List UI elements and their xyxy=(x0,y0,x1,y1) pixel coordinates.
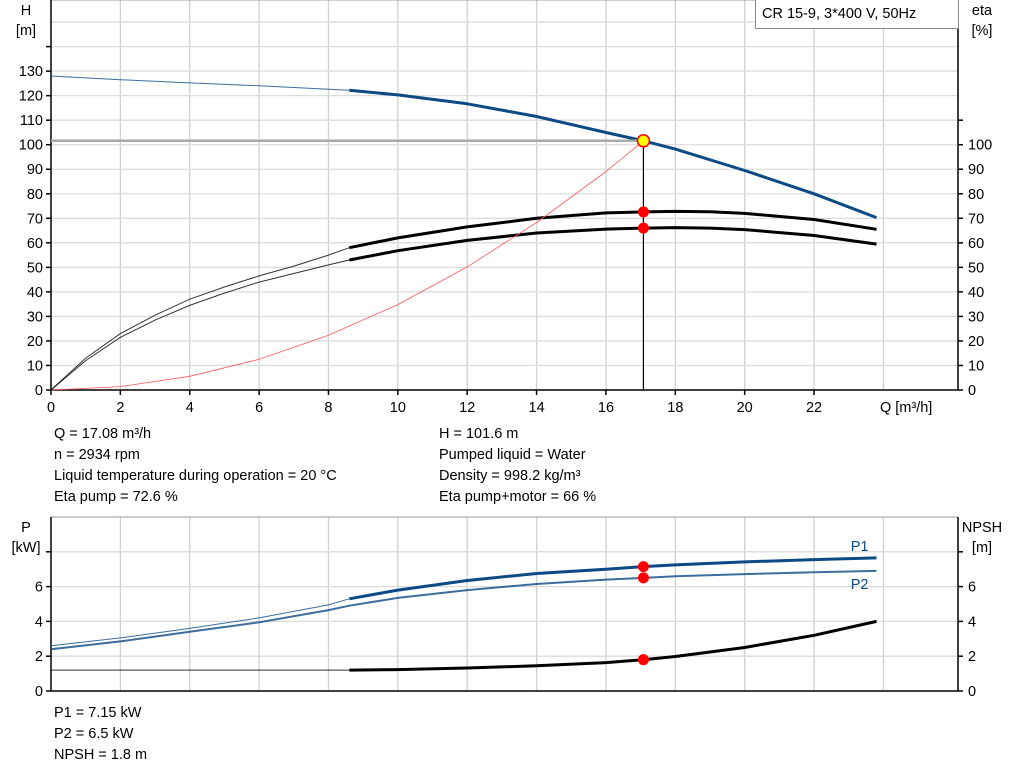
y-tick-label-left: 60 xyxy=(27,236,43,252)
y-tick-label-left: 10 xyxy=(27,358,43,374)
x-tick-label: 18 xyxy=(667,400,683,416)
x-tick-label: 14 xyxy=(529,400,545,416)
curve-P2-thin xyxy=(50,569,877,651)
point-NPSH xyxy=(637,654,649,666)
y-tick-label-left: 0 xyxy=(35,383,43,399)
info-top-left: Q = 17.08 m³/h n = 2934 rpm Liquid tempe… xyxy=(54,424,337,508)
y-tick-label-right: 0 xyxy=(968,383,976,399)
x-tick-label: 8 xyxy=(324,400,332,416)
info-eta-pump: Eta pump = 72.6 % xyxy=(54,489,178,505)
info-n: n = 2934 rpm xyxy=(54,447,140,463)
curve-eta_pump-thin xyxy=(50,247,350,391)
curve-P1-thin xyxy=(50,598,350,647)
x-tick-label: 6 xyxy=(255,400,263,416)
x-tick-label: 12 xyxy=(459,400,475,416)
y-tick-label-right: 0 xyxy=(968,684,976,700)
curve-NPSH xyxy=(349,619,877,672)
y-tick-label-right: 30 xyxy=(968,309,984,325)
y-tick-label-left: 90 xyxy=(27,162,43,178)
y-tick-label-left: 40 xyxy=(27,285,43,301)
x-tick-label: 2 xyxy=(116,400,124,416)
y-tick-label-left: 2 xyxy=(35,649,43,665)
curve-eta_total-thin xyxy=(50,259,350,391)
eta-pump-point xyxy=(637,206,649,218)
y-tick-label-left: 110 xyxy=(20,113,43,129)
info-p2: P2 = 6.5 kW xyxy=(54,726,134,742)
info-top-right: H = 101.6 m Pumped liquid = Water Densit… xyxy=(439,424,596,508)
x-axis-label: Q [m³/h] xyxy=(880,400,932,416)
y-tick-label-left: 6 xyxy=(35,580,43,596)
y-tick-label-right: 90 xyxy=(968,162,984,178)
y-tick-label-left: 4 xyxy=(35,614,43,630)
y-tick-label-right: 2 xyxy=(968,649,976,665)
y-tick-label-left: 80 xyxy=(27,187,43,203)
y-tick-label-left: 50 xyxy=(27,260,43,276)
y-axis-name-right: eta xyxy=(972,3,993,19)
series-label-P2: P2 xyxy=(851,577,869,593)
info-temp: Liquid temperature during operation = 20… xyxy=(54,468,337,484)
x-tick-label: 0 xyxy=(47,400,55,416)
y-tick-label-left: 70 xyxy=(27,211,43,227)
info-liquid: Pumped liquid = Water xyxy=(439,447,586,463)
y-tick-label-left: 120 xyxy=(19,89,43,105)
point-P1 xyxy=(637,561,649,573)
info-q: Q = 17.08 m³/h xyxy=(54,426,152,442)
y-axis-name-left: P xyxy=(21,520,31,536)
y-tick-label-left: 20 xyxy=(27,334,43,350)
info-npsh: NPSH = 1.8 m xyxy=(54,747,148,763)
y-tick-label-left: 30 xyxy=(27,309,43,325)
curve-H-thin xyxy=(50,75,350,91)
y-tick-label-left: 0 xyxy=(35,684,43,700)
x-tick-label: 22 xyxy=(806,400,822,416)
y-tick-label-right: 4 xyxy=(968,614,976,630)
y-tick-label-right: 60 xyxy=(968,236,984,252)
y-axis-unit-right: [%] xyxy=(972,23,993,39)
curve-P1 xyxy=(349,556,877,601)
y-tick-label-right: 100 xyxy=(968,138,992,154)
y-tick-label-left: 130 xyxy=(19,64,43,80)
x-tick-label: 20 xyxy=(737,400,753,416)
info-p1: P1 = 7.15 kW xyxy=(54,705,142,721)
x-tick-label: 4 xyxy=(186,400,194,416)
y-axis-unit-right: [m] xyxy=(972,540,992,556)
x-tick-label: 10 xyxy=(390,400,406,416)
pump-model-label: CR 15-9, 3*400 V, 50Hz xyxy=(755,0,959,29)
point-P2 xyxy=(637,572,649,584)
y-tick-label-right: 80 xyxy=(968,187,984,203)
info-density: Density = 998.2 kg/m³ xyxy=(439,468,581,484)
info-eta-total: Eta pump+motor = 66 % xyxy=(439,489,597,505)
y-axis-name-right: NPSH xyxy=(962,520,1002,536)
y-tick-label-right: 50 xyxy=(968,260,984,276)
duty-point xyxy=(636,134,651,148)
info-h: H = 101.6 m xyxy=(439,426,519,442)
y-tick-label-right: 6 xyxy=(968,580,976,596)
y-axis-name-left: H xyxy=(21,3,31,19)
y-tick-label-right: 10 xyxy=(968,358,984,374)
series-label-P1: P1 xyxy=(851,539,869,555)
y-tick-label-right: 20 xyxy=(968,334,984,350)
info-bottom: P1 = 7.15 kW P2 = 6.5 kW NPSH = 1.8 m xyxy=(54,703,147,766)
curve-system-thin xyxy=(50,140,644,391)
eta-total-point xyxy=(637,222,649,234)
y-tick-label-right: 70 xyxy=(968,211,984,227)
y-tick-label-left: 100 xyxy=(19,138,43,154)
x-tick-label: 16 xyxy=(598,400,614,416)
curve-H xyxy=(349,88,878,220)
y-tick-label-right: 40 xyxy=(968,285,984,301)
y-axis-unit-left: [kW] xyxy=(12,540,41,556)
y-axis-unit-left: [m] xyxy=(16,23,36,39)
